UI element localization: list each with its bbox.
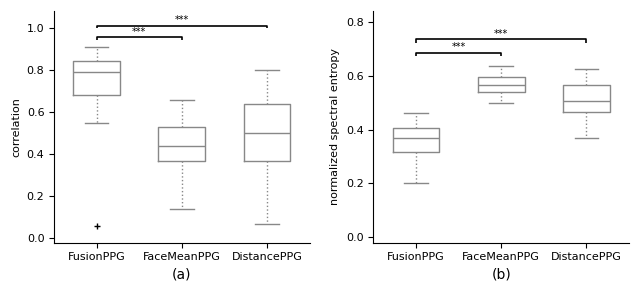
Text: ***: *** — [132, 27, 147, 37]
Text: ***: *** — [175, 15, 189, 25]
X-axis label: (a): (a) — [172, 268, 191, 282]
Text: ***: *** — [494, 29, 508, 39]
X-axis label: (b): (b) — [492, 268, 511, 282]
Text: ***: *** — [451, 42, 466, 52]
Y-axis label: normalized spectral entropy: normalized spectral entropy — [330, 48, 340, 205]
Y-axis label: correlation: correlation — [11, 97, 21, 157]
